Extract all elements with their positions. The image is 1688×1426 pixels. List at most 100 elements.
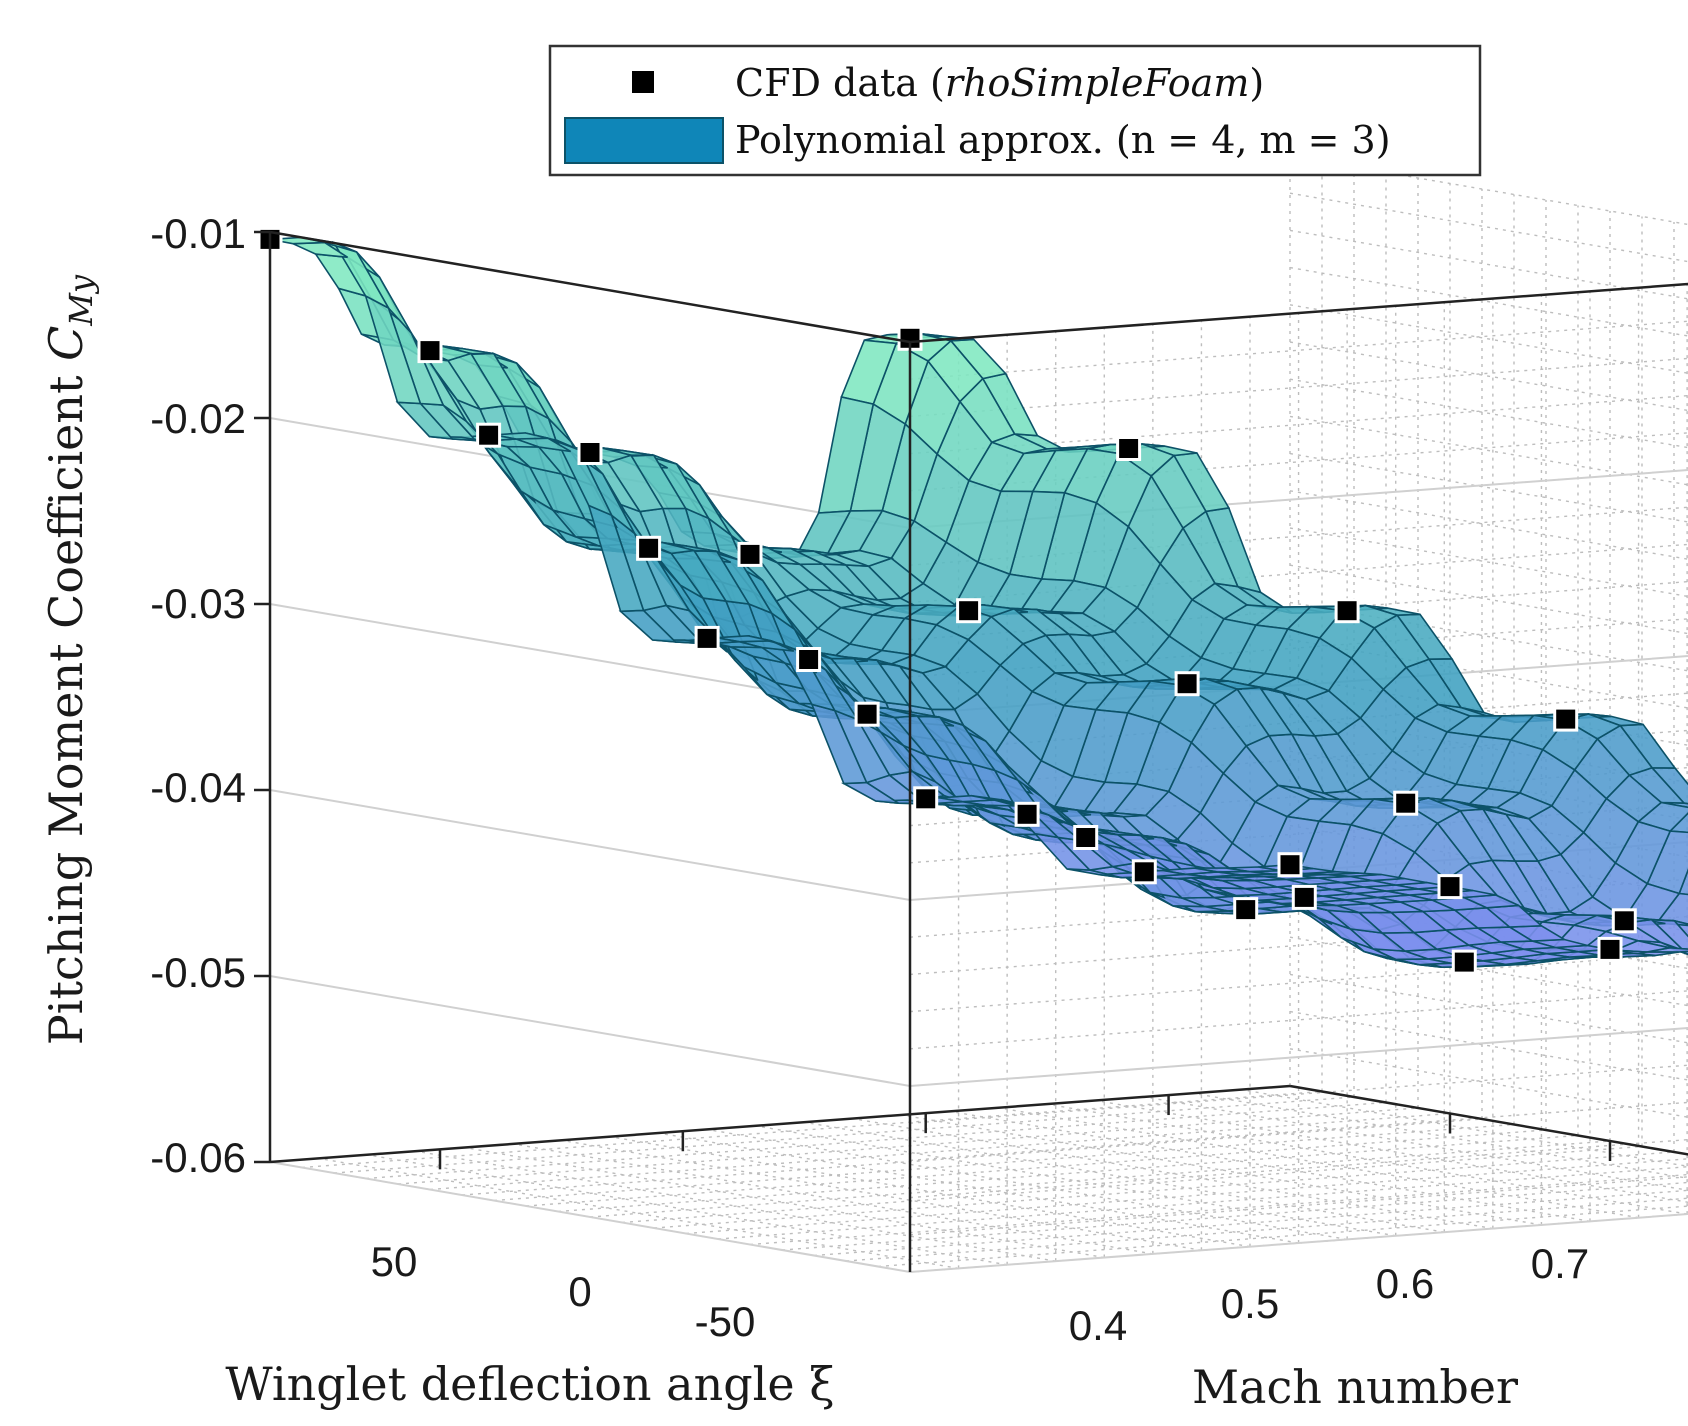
cfd-data-point xyxy=(694,625,720,651)
y-tick-label: 0.4 xyxy=(1069,1302,1127,1349)
floor-grid-line xyxy=(301,1090,1323,1169)
floor-grid-line xyxy=(845,1197,1688,1262)
cfd-data-point xyxy=(1116,436,1142,461)
cfd-data-point xyxy=(636,535,662,561)
top-edge-line xyxy=(269,230,911,344)
cfd-data-point xyxy=(1073,825,1099,850)
floor-grid-line xyxy=(1144,1096,1688,1192)
legend-marker-patch xyxy=(564,117,724,164)
floor-grid-line xyxy=(429,1112,1451,1191)
x-axis-label: Winglet deflection angle ξ xyxy=(225,1357,834,1411)
cfd-data-points xyxy=(257,226,1637,975)
floor-grid-line xyxy=(561,1139,1202,1251)
cfd-data-point xyxy=(1393,790,1419,816)
x-axis-line xyxy=(269,1084,1291,1164)
floor-grid-line xyxy=(877,1205,1688,1268)
floor-grid-line xyxy=(557,1134,1579,1213)
y-tick-label: 0.6 xyxy=(1376,1260,1434,1307)
cfd-data-point xyxy=(476,422,502,448)
major-grid-line xyxy=(269,1161,1688,1274)
wall-grid-line xyxy=(1289,452,1688,523)
z-tick-label: -0.02 xyxy=(150,395,246,442)
x-tick-label: 0 xyxy=(568,1268,591,1315)
floor-grid-line xyxy=(755,1125,1396,1237)
legend-marker-square xyxy=(632,71,654,93)
x-tick-label: -50 xyxy=(695,1298,756,1345)
floor-grid-line xyxy=(804,1121,1445,1233)
floor-grid-line xyxy=(749,1173,1688,1246)
floor-grid-line xyxy=(653,1151,1675,1229)
floor-grid-line xyxy=(1095,1099,1688,1203)
cfd-data-point xyxy=(1451,949,1477,975)
floor-grid-line xyxy=(781,1181,1688,1251)
floor-grid-line xyxy=(512,1143,1153,1255)
top-edge-line xyxy=(909,282,1688,344)
cfd-data-point xyxy=(1131,859,1157,885)
floor-grid-line xyxy=(525,1129,1547,1207)
cfd-data-point xyxy=(796,647,822,672)
cfd-data-point xyxy=(913,786,939,812)
cfd-data-point xyxy=(1611,908,1637,934)
z-tick-label: -0.03 xyxy=(150,580,246,627)
cfd-data-point xyxy=(1174,671,1200,697)
z-tick-label: -0.05 xyxy=(150,949,246,996)
cfd-data-point xyxy=(417,338,443,364)
x-tick-labels: 50 0 -50 xyxy=(371,1238,756,1345)
cfd-data-point xyxy=(1014,801,1040,827)
y-tick-label: 0.7 xyxy=(1531,1240,1589,1287)
wall-grid-line xyxy=(1289,341,1688,412)
wall-grid-line xyxy=(1289,378,1688,449)
cfd-data-point xyxy=(1553,706,1579,732)
floor-grid-line xyxy=(717,1166,1688,1240)
cfd-data-point xyxy=(1277,852,1303,878)
cfd-data-point xyxy=(956,598,982,624)
y-tick-label: 0.5 xyxy=(1221,1280,1279,1327)
floor-grid-line xyxy=(813,1189,1688,1257)
wall-grid-line xyxy=(909,1138,1688,1199)
legend-item-cfd: CFD data (rhoSimpleFoam) xyxy=(735,61,1264,105)
legend-item-polynomial: Polynomial approx. (n = 4, m = 3) xyxy=(735,118,1391,162)
wall-grid-line xyxy=(909,1176,1688,1236)
x-tick-label: 50 xyxy=(371,1238,418,1285)
floor-grid-line xyxy=(333,1096,1355,1174)
floor-grid-line xyxy=(685,1158,1688,1235)
cfd-data-point xyxy=(1233,897,1259,923)
major-grid-line xyxy=(269,231,1688,344)
wall-grid-line xyxy=(1289,973,1688,1044)
wall-grid-line xyxy=(909,394,1688,455)
wall-grid-line xyxy=(909,1101,1688,1162)
floor-grid-line xyxy=(397,1107,1419,1185)
z-tick-label: -0.06 xyxy=(150,1134,246,1181)
wall-grid-line xyxy=(1289,490,1688,560)
cfd-data-point xyxy=(1334,598,1360,624)
floor-grid-line xyxy=(365,1101,1387,1180)
wall-grid-line xyxy=(909,320,1688,380)
z-tick-label: -0.04 xyxy=(150,764,246,811)
wall-grid-line xyxy=(1289,304,1688,374)
floor-grid-line xyxy=(589,1140,1611,1218)
floor-grid-line xyxy=(609,1135,1251,1248)
floor-grid-line xyxy=(658,1132,1299,1244)
floor-grid-line xyxy=(1047,1103,1688,1215)
floor-grid-line xyxy=(493,1123,1515,1202)
cfd-data-point xyxy=(1597,936,1623,962)
floor-grid-line xyxy=(461,1118,1483,1196)
y-tick-labels: 0.4 0.5 0.6 0.7 xyxy=(1069,1240,1589,1349)
cfd-data-point xyxy=(577,440,603,465)
cfd-data-point xyxy=(737,541,763,567)
wall-grid-line xyxy=(909,915,1688,976)
major-grid-line xyxy=(269,975,1688,1088)
wall-grid-line xyxy=(909,878,1688,938)
wall-grid-line xyxy=(1289,266,1688,337)
floor-grid-line xyxy=(621,1145,1643,1224)
axes-box xyxy=(254,230,1688,1272)
wall-grid-line xyxy=(909,952,1688,1013)
z-tick-label: -0.01 xyxy=(150,210,246,257)
wall-grid-line xyxy=(909,1064,1688,1124)
wall-grid-line xyxy=(1289,192,1688,263)
y-axis-label: Mach number xyxy=(1192,1360,1518,1414)
wall-grid-line xyxy=(909,357,1688,418)
wall-grid-line xyxy=(1289,415,1688,486)
cfd-data-point xyxy=(1291,884,1317,910)
